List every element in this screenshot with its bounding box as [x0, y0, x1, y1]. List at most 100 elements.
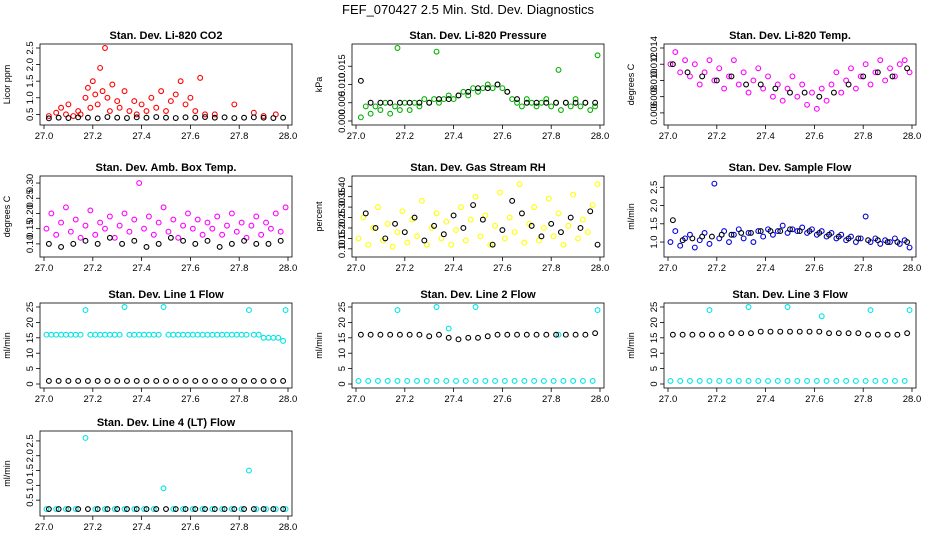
data-point — [504, 88, 511, 95]
x-tick-label: 27.4 — [132, 394, 151, 405]
data-point — [124, 506, 130, 512]
data-point — [531, 377, 538, 384]
data-point — [592, 330, 599, 337]
data-point — [102, 331, 108, 338]
data-point — [104, 377, 111, 384]
data-point — [82, 435, 89, 441]
data-point — [745, 89, 752, 96]
data-point — [509, 96, 516, 103]
data-point — [75, 377, 82, 384]
data-point — [857, 73, 864, 80]
data-point — [384, 377, 391, 384]
data-point — [372, 225, 379, 231]
data-point — [172, 91, 179, 98]
y-tick-label: 0.000 — [337, 109, 348, 133]
data-point — [126, 331, 133, 338]
data-point — [84, 506, 91, 512]
data-point — [487, 241, 494, 248]
data-point — [224, 331, 230, 338]
data-point — [855, 235, 862, 242]
y-tick-label: 0.10 — [337, 240, 348, 258]
x-tick-label: 27.4 — [444, 394, 463, 405]
data-point — [167, 234, 174, 241]
data-point — [160, 204, 167, 211]
data-point — [75, 114, 82, 121]
data-point — [133, 114, 140, 121]
data-point — [116, 331, 123, 338]
data-point — [796, 328, 803, 335]
data-point — [277, 228, 284, 235]
data-point — [233, 331, 240, 338]
data-point — [579, 377, 586, 384]
data-point — [357, 114, 364, 121]
data-point — [263, 506, 269, 512]
data-point — [682, 57, 689, 64]
data-point — [158, 88, 165, 95]
data-point — [750, 77, 757, 84]
data-point — [102, 506, 108, 512]
data-point — [499, 85, 506, 92]
y-tick-label: 1.0 — [649, 235, 660, 248]
data-point — [250, 109, 257, 116]
data-point — [84, 84, 91, 91]
data-point — [243, 331, 250, 338]
data-point — [43, 506, 50, 512]
data-point — [689, 235, 696, 242]
data-point — [514, 96, 520, 103]
data-point — [114, 114, 121, 121]
data-point — [555, 210, 562, 217]
y-tick-label: 25 — [25, 302, 36, 313]
data-point — [150, 331, 157, 338]
data-point — [784, 304, 791, 310]
x-tick-label: 27.6 — [493, 263, 512, 274]
data-point — [479, 216, 486, 223]
chart-panel-7: Stan. Dev. Line 1 Flow ml/min 27.0 27.2 27.4… — [2, 289, 297, 405]
data-point — [804, 101, 811, 108]
data-point — [211, 111, 218, 118]
data-point — [182, 101, 189, 108]
data-point — [501, 235, 508, 242]
data-point — [153, 506, 160, 512]
data-point — [691, 61, 698, 68]
data-point — [58, 243, 65, 250]
data-point — [228, 240, 235, 247]
data-point — [711, 180, 718, 187]
x-tick-label: 27.2 — [84, 263, 103, 274]
data-point — [779, 222, 786, 229]
data-point — [82, 222, 89, 229]
data-point — [445, 92, 452, 99]
data-point — [396, 331, 403, 338]
y-tick-label: 5 — [337, 366, 348, 371]
data-point — [175, 234, 182, 241]
data-point — [192, 114, 199, 121]
data-point — [211, 506, 218, 512]
data-point — [260, 114, 267, 121]
data-point — [106, 108, 113, 114]
data-point — [884, 239, 891, 246]
x-tick-label: 27.2 — [84, 522, 103, 533]
data-point — [192, 240, 199, 247]
data-point — [882, 77, 889, 84]
data-point — [97, 219, 104, 226]
data-point — [728, 231, 735, 238]
data-point — [504, 331, 511, 338]
data-point — [906, 307, 913, 314]
data-point — [170, 331, 177, 338]
data-point — [730, 231, 737, 238]
data-point — [170, 506, 177, 512]
y-tick-label: 25 — [337, 302, 348, 313]
data-point — [189, 506, 196, 512]
y-tick-label: 10 — [25, 348, 36, 359]
data-point — [558, 107, 564, 114]
data-point — [514, 331, 520, 338]
data-point — [270, 377, 277, 384]
data-point — [182, 377, 189, 384]
data-point — [575, 235, 581, 242]
x-tick-label: 27.2 — [84, 131, 103, 142]
data-point — [114, 98, 121, 105]
data-point — [250, 506, 257, 512]
data-point — [748, 330, 754, 337]
data-series-2 — [669, 217, 911, 246]
data-point — [455, 92, 462, 99]
y-tick-label: 15 — [25, 333, 36, 344]
